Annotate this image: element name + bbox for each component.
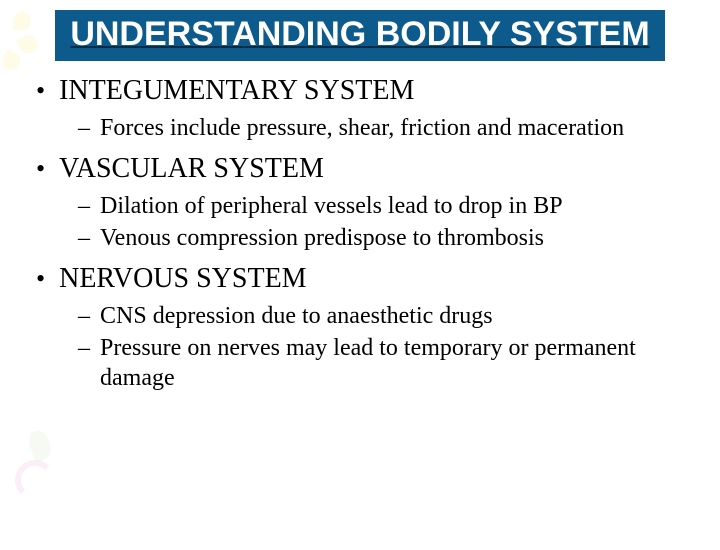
list-item: – CNS depression due to anaesthetic drug… [78, 301, 684, 331]
list-item: – Pressure on nerves may lead to tempora… [78, 333, 684, 393]
bullet-icon: • [36, 155, 45, 184]
list-item: – Forces include pressure, shear, fricti… [78, 113, 684, 143]
dash-icon: – [78, 223, 90, 253]
section: • INTEGUMENTARY SYSTEM – Forces include … [36, 75, 684, 143]
slide-title: UNDERSTANDING BODILY SYSTEM [65, 16, 655, 53]
list-item-text: Pressure on nerves may lead to temporary… [100, 333, 684, 393]
section: • VASCULAR SYSTEM – Dilation of peripher… [36, 153, 684, 253]
slide-title-box: UNDERSTANDING BODILY SYSTEM [55, 10, 665, 61]
dash-icon: – [78, 333, 90, 363]
list-item-text: Dilation of peripheral vessels lead to d… [100, 191, 563, 221]
section: • NERVOUS SYSTEM – CNS depression due to… [36, 263, 684, 393]
list-item-text: CNS depression due to anaesthetic drugs [100, 301, 493, 331]
dash-icon: – [78, 301, 90, 331]
section-heading: INTEGUMENTARY SYSTEM [59, 75, 414, 107]
bullet-icon: • [36, 77, 45, 106]
decorative-flower-bottom [5, 430, 75, 530]
section-heading: VASCULAR SYSTEM [59, 153, 324, 185]
list-item: – Dilation of peripheral vessels lead to… [78, 191, 684, 221]
list-item-text: Forces include pressure, shear, friction… [100, 113, 624, 143]
dash-icon: – [78, 191, 90, 221]
section-heading: NERVOUS SYSTEM [59, 263, 306, 295]
bullet-icon: • [36, 265, 45, 294]
list-item-text: Venous compression predispose to thrombo… [100, 223, 544, 253]
dash-icon: – [78, 113, 90, 143]
slide-content: • INTEGUMENTARY SYSTEM – Forces include … [0, 75, 720, 393]
list-item: – Venous compression predispose to throm… [78, 223, 684, 253]
